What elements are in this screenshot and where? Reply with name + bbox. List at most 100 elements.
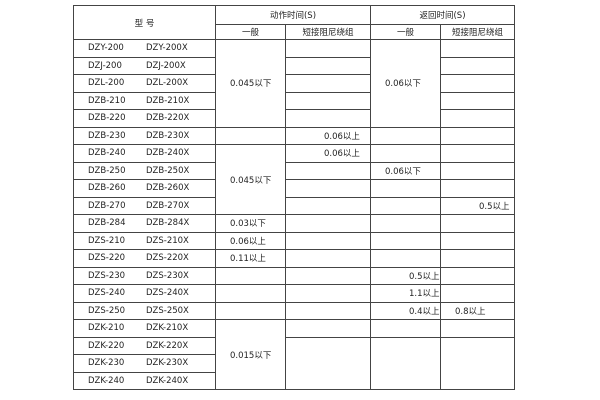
model-name-x: DZB-230X bbox=[146, 130, 190, 141]
model-name: DZB-260 bbox=[88, 183, 126, 194]
header-action-short: 短接阻尼绕组 bbox=[285, 24, 371, 40]
empty-cell bbox=[370, 319, 441, 338]
model-cell: DZB-220 DZB-220X bbox=[73, 109, 216, 128]
model-cell: DZS-250 DZS-250X bbox=[73, 301, 216, 320]
table-row: DZJ-200 DZJ-200X bbox=[73, 56, 515, 75]
header-action-time: 动作时间(S) bbox=[215, 5, 371, 25]
empty-cell bbox=[285, 231, 371, 250]
model-name: DZB-220 bbox=[88, 113, 126, 124]
empty-cell bbox=[370, 214, 441, 233]
table-row: DZS-210 DZS-210X 0.06以上 bbox=[73, 231, 515, 250]
table-row: DZB-270 DZB-270X 0.5以上 bbox=[73, 196, 515, 215]
model-name: DZB-284 bbox=[88, 218, 126, 229]
model-cell: DZL-200 DZL-200X bbox=[73, 74, 216, 93]
time-value-cell: 1.1以上 bbox=[370, 284, 441, 303]
model-cell: DZB-230 DZB-230X bbox=[73, 126, 216, 145]
model-name: DZK-210 bbox=[88, 323, 125, 334]
table-row: DZB-210 DZB-210X bbox=[73, 91, 515, 110]
time-value-cell: 0.06以上 bbox=[285, 126, 371, 145]
empty-cell bbox=[215, 284, 286, 303]
time-value-cell: 0.5以上 bbox=[440, 196, 515, 215]
model-name: DZB-230 bbox=[88, 130, 126, 141]
model-cell: DZS-220 DZS-220X bbox=[73, 249, 216, 268]
empty-cell bbox=[285, 196, 371, 215]
model-name: DZB-210 bbox=[88, 95, 126, 106]
model-name-x: DZS-220X bbox=[146, 253, 189, 264]
model-name-x: DZL-200X bbox=[146, 78, 189, 89]
model-name-x: DZJ-200X bbox=[146, 60, 186, 71]
empty-cell bbox=[215, 126, 286, 145]
table-row: DZB-220 DZB-220X bbox=[73, 109, 515, 128]
model-name-x: DZB-260X bbox=[146, 183, 190, 194]
header-model: 型 号 bbox=[73, 5, 216, 40]
relay-timing-table: 型 号 动作时间(S) 返回时间(S) 一般 短接阻尼绕组 一般 短接阻尼绕组 … bbox=[73, 5, 515, 390]
model-name-x: DZS-210X bbox=[146, 235, 189, 246]
model-name: DZS-230 bbox=[88, 270, 126, 281]
time-value-cell: 0.4以上 bbox=[370, 301, 441, 320]
empty-cell bbox=[285, 249, 371, 268]
empty-cell bbox=[285, 91, 371, 110]
empty-cell bbox=[440, 74, 515, 93]
empty-cell bbox=[440, 56, 515, 75]
model-name-x: DZB-210X bbox=[146, 95, 190, 106]
empty-cell bbox=[285, 214, 371, 233]
time-value-cell: 0.06以下 bbox=[370, 39, 441, 128]
empty-cell bbox=[370, 336, 441, 390]
empty-cell bbox=[440, 144, 515, 163]
model-cell: DZB-260 DZB-260X bbox=[73, 179, 216, 198]
model-name-x: DZK-210X bbox=[146, 323, 189, 334]
empty-cell bbox=[440, 39, 515, 58]
model-name: DZB-250 bbox=[88, 165, 126, 176]
time-value-cell: 0.06以下 bbox=[370, 161, 441, 180]
model-name-x: DZK-240X bbox=[146, 375, 189, 386]
table-row: DZS-250 DZS-250X 0.4以上 0.8以上 bbox=[73, 301, 515, 320]
model-name: DZS-240 bbox=[88, 288, 126, 299]
table-row: DZB-250 DZB-250X 0.06以下 bbox=[73, 161, 515, 180]
model-name-x: DZB-270X bbox=[146, 200, 190, 211]
empty-cell bbox=[285, 74, 371, 93]
model-name: DZS-220 bbox=[88, 253, 126, 264]
time-value-cell: 0.06以上 bbox=[285, 144, 371, 163]
time-value-cell: 0.11以上 bbox=[215, 249, 286, 268]
model-cell: DZS-230 DZS-230X bbox=[73, 266, 216, 285]
time-value-cell: 0.06以上 bbox=[215, 231, 286, 250]
empty-cell bbox=[285, 319, 371, 338]
time-value-cell: 0.8以上 bbox=[440, 301, 515, 320]
empty-cell bbox=[370, 126, 441, 145]
table-row: DZY-200 DZY-200X 0.045以下 0.06以下 bbox=[73, 39, 515, 128]
model-name: DZK-220 bbox=[88, 340, 125, 351]
model-name: DZK-230 bbox=[88, 358, 125, 369]
model-name-x: DZB-284X bbox=[146, 218, 190, 229]
model-name-x: DZS-230X bbox=[146, 270, 189, 281]
empty-cell bbox=[440, 179, 515, 198]
table-row: DZB-260 DZB-260X bbox=[73, 179, 515, 198]
model-cell: DZB-250 DZB-250X bbox=[73, 161, 216, 180]
empty-cell bbox=[285, 56, 371, 75]
empty-cell bbox=[285, 161, 371, 180]
empty-cell bbox=[370, 231, 441, 250]
model-name-x: DZK-230X bbox=[146, 358, 189, 369]
time-value-cell: 0.045以下 bbox=[215, 144, 286, 215]
model-cell: DZS-210 DZS-210X bbox=[73, 231, 216, 250]
empty-cell bbox=[285, 39, 371, 58]
header-return-short: 短接阻尼绕组 bbox=[440, 24, 515, 40]
model-cell: DZK-220 DZK-220X bbox=[73, 336, 216, 355]
model-cell: DZB-240 DZB-240X bbox=[73, 144, 216, 163]
empty-cell bbox=[370, 196, 441, 215]
model-cell: DZK-230 DZK-230X bbox=[73, 354, 216, 373]
model-name: DZS-250 bbox=[88, 305, 126, 316]
model-cell: DZB-284 DZB-284X bbox=[73, 214, 216, 233]
table-row: DZB-230 DZB-230X 0.06以上 bbox=[73, 126, 515, 145]
model-cell: DZY-200 DZY-200X bbox=[73, 39, 216, 58]
model-name: DZB-270 bbox=[88, 200, 126, 211]
time-value-cell: 0.015以下 bbox=[215, 319, 286, 390]
model-cell: DZK-240 DZK-240X bbox=[73, 371, 216, 390]
model-name-x: DZB-250X bbox=[146, 165, 190, 176]
model-name-x: DZB-220X bbox=[146, 113, 190, 124]
empty-cell bbox=[370, 249, 441, 268]
table-row: DZK-240 DZK-240X bbox=[73, 371, 515, 390]
empty-cell bbox=[440, 284, 515, 303]
model-cell: DZB-210 DZB-210X bbox=[73, 91, 216, 110]
header-action-general: 一般 bbox=[215, 24, 286, 40]
empty-cell bbox=[440, 266, 515, 285]
